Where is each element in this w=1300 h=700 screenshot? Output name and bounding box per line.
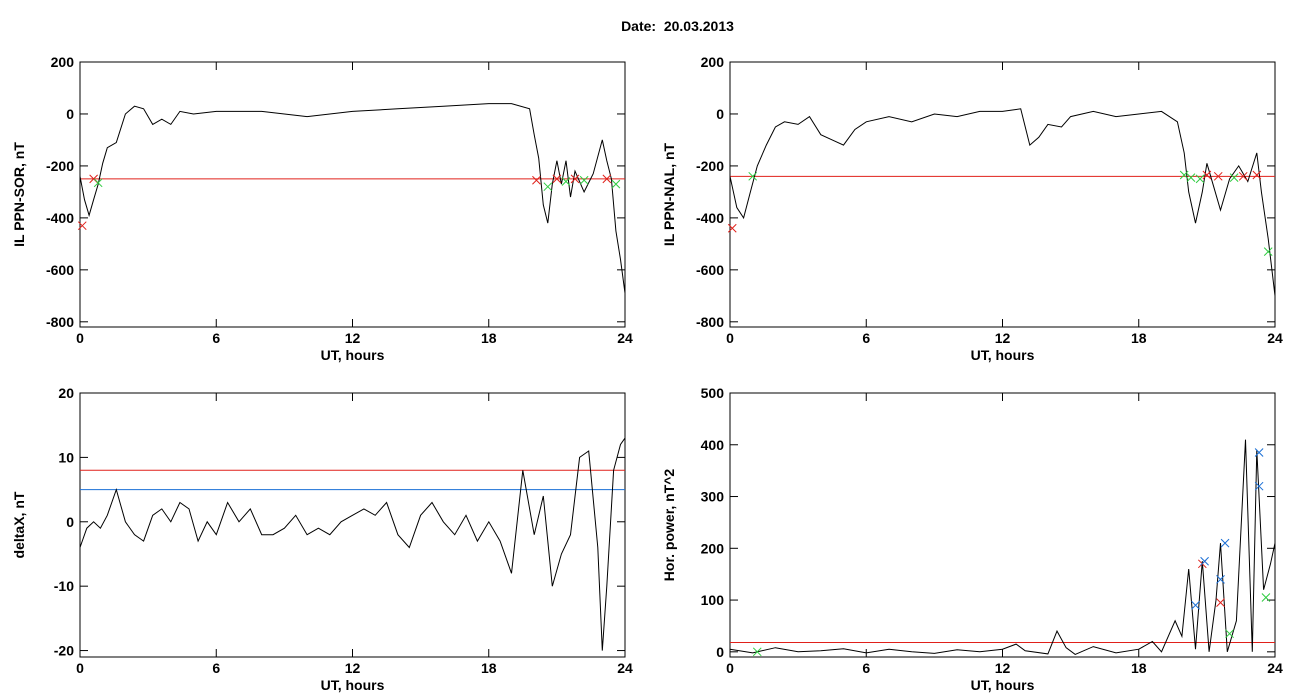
deltax-xtick-label-4: 24 [617, 660, 633, 676]
power-ytick-label-1: 100 [701, 592, 725, 608]
power-xtick-label-4: 24 [1267, 660, 1283, 676]
page-title: Date: 20.03.2013 [621, 18, 734, 34]
deltax-xtick-label-2: 12 [345, 660, 361, 676]
nal-marker-2 [1179, 170, 1189, 180]
nal-xtick-label-3: 18 [1131, 330, 1147, 346]
nal-marker-6 [1213, 171, 1223, 181]
sor-ytick-label-5: 200 [51, 54, 75, 70]
power-xtick-label-1: 6 [862, 660, 870, 676]
nal-xtick-label-1: 6 [862, 330, 870, 346]
sor-marker-6 [561, 177, 571, 186]
deltax-ytick-label-3: 10 [58, 449, 74, 465]
sor-xtick-label-1: 6 [212, 330, 220, 346]
nal-ytick-label-1: -600 [696, 262, 724, 278]
power-ytick-label-3: 300 [701, 489, 725, 505]
sor-series-line-0 [79, 103, 626, 294]
power-marker-8 [1254, 481, 1264, 491]
power-x-axis-label: UT, hours [971, 677, 1035, 693]
sor-xtick-label-0: 0 [76, 330, 84, 346]
deltax-x-axis-label: UT, hours [321, 677, 385, 693]
power-marker-10 [752, 647, 762, 657]
nal-marker-4 [1195, 174, 1205, 184]
power-ytick-label-5: 500 [701, 385, 725, 401]
nal-marker-3 [1186, 173, 1196, 182]
deltax-ytick-label-0: -20 [54, 643, 74, 659]
deltax-plot-frame [79, 392, 626, 658]
power-marker-3 [1200, 556, 1209, 566]
power-marker-7 [1254, 448, 1264, 457]
sor-marker-5 [552, 174, 562, 184]
sor-marker-4 [543, 182, 553, 192]
nal-ytick-label-0: -800 [696, 314, 724, 330]
deltax-ytick-label-2: 0 [66, 514, 74, 530]
sor-marker-0 [77, 221, 87, 231]
nal-marker-1 [748, 171, 758, 181]
power-marker-1 [1216, 598, 1225, 608]
power-marker-5 [1220, 538, 1230, 548]
power-marker-4 [1216, 574, 1225, 584]
nal-x-axis-label: UT, hours [971, 347, 1035, 363]
nal-plot-frame [729, 61, 1276, 328]
nal-marker-0 [727, 223, 737, 233]
power-xtick-label-2: 12 [995, 660, 1011, 676]
power-series-line-0 [729, 439, 1276, 655]
nal-marker-7 [1229, 173, 1239, 182]
power-marker-9 [1261, 593, 1271, 602]
nal-series-line-0 [729, 108, 1276, 296]
sor-y-axis-label: IL PPN-SOR, nT [11, 142, 27, 247]
nal-marker-5 [1202, 170, 1212, 180]
power-ytick-label-0: 0 [716, 644, 724, 660]
sor-xtick-label-2: 12 [345, 330, 361, 346]
sor-marker-9 [602, 174, 612, 184]
deltax-xtick-label-1: 6 [212, 660, 220, 676]
deltax-xtick-label-3: 18 [481, 660, 497, 676]
sor-x-axis-label: UT, hours [321, 347, 385, 363]
nal-marker-10 [1263, 247, 1273, 257]
nal-ytick-label-3: -200 [696, 158, 724, 174]
power-ytick-label-4: 400 [701, 437, 725, 453]
nal-ytick-label-5: 200 [701, 54, 725, 70]
sor-marker-10 [611, 179, 621, 189]
sor-ytick-label-1: -600 [46, 262, 74, 278]
power-xtick-label-3: 18 [1131, 660, 1147, 676]
nal-marker-8 [1238, 171, 1248, 181]
power-marker-6 [1225, 629, 1234, 639]
sor-ytick-label-0: -800 [46, 314, 74, 330]
sor-marker-3 [532, 175, 541, 185]
power-xtick-label-0: 0 [726, 660, 734, 676]
sor-marker-7 [570, 174, 580, 184]
deltax-xtick-label-0: 0 [76, 660, 84, 676]
nal-ytick-label-2: -400 [696, 210, 724, 226]
nal-ytick-label-4: 0 [716, 106, 724, 122]
deltax-ytick-label-1: -10 [54, 578, 74, 594]
nal-marker-9 [1252, 170, 1262, 180]
sor-ytick-label-2: -400 [46, 210, 74, 226]
deltax-y-axis-label: deltaX, nT [11, 491, 27, 558]
deltax-series-line-0 [79, 437, 626, 651]
sor-xtick-label-4: 24 [617, 330, 633, 346]
nal-xtick-label-0: 0 [726, 330, 734, 346]
power-marker-2 [1191, 600, 1200, 610]
power-ytick-label-2: 200 [701, 540, 725, 556]
deltax-ytick-label-4: 20 [58, 385, 74, 401]
sor-marker-8 [579, 175, 589, 185]
sor-plot-frame [79, 61, 626, 328]
sor-ytick-label-3: -200 [46, 158, 74, 174]
power-y-axis-label: Hor. power, nT^2 [661, 469, 677, 582]
nal-xtick-label-4: 24 [1267, 330, 1283, 346]
sor-ytick-label-4: 0 [66, 106, 74, 122]
nal-y-axis-label: IL PPN-NAL, nT [661, 142, 677, 246]
nal-xtick-label-2: 12 [995, 330, 1011, 346]
sor-marker-2 [93, 178, 103, 188]
sor-xtick-label-3: 18 [481, 330, 497, 346]
